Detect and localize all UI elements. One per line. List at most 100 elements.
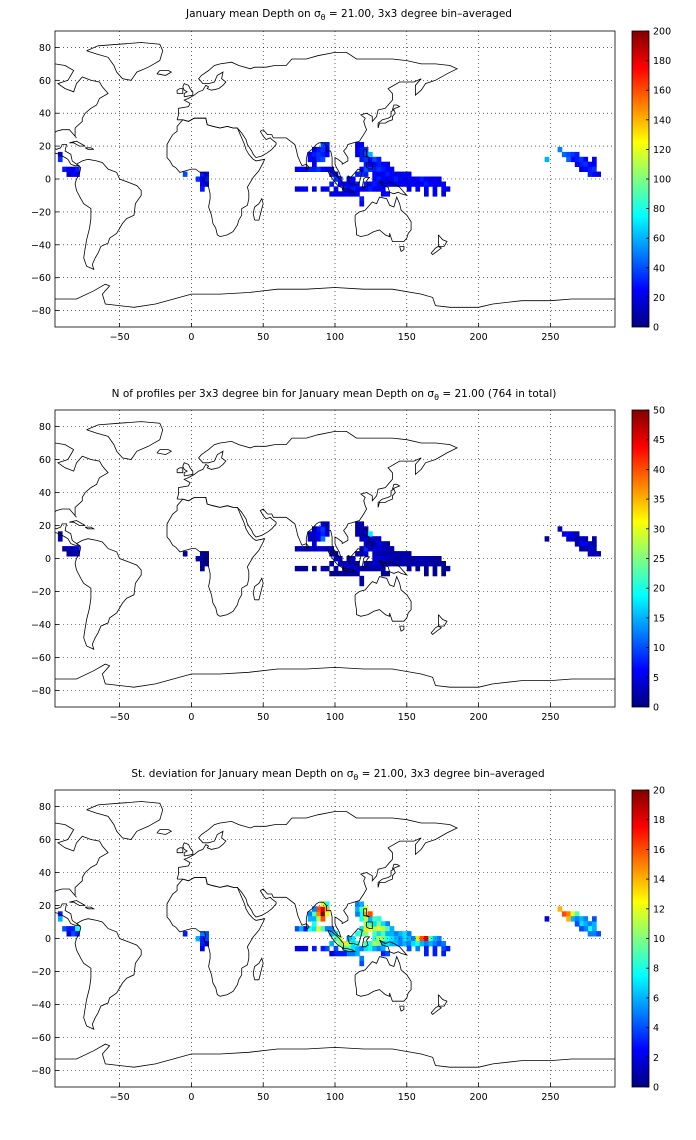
bin-cell (359, 521, 365, 527)
bin-cell (363, 546, 369, 552)
bin-cell (428, 181, 433, 187)
bin-cell (583, 161, 589, 167)
bin-cell (363, 916, 369, 922)
bin-cell (372, 941, 377, 947)
bin-cell (359, 945, 365, 952)
bin-cell (372, 166, 377, 172)
y-tick-label: 0 (45, 554, 51, 565)
bin-cell (312, 921, 317, 927)
bin-cell (312, 186, 317, 192)
bin-cell (195, 176, 201, 182)
y-tick-label: 60 (39, 76, 51, 87)
bin-cell (428, 556, 433, 562)
colorbar-tick-label: 0 (653, 1083, 659, 1094)
bin-cell (204, 551, 209, 557)
bin-cell (402, 171, 408, 177)
bin-cell (415, 181, 421, 187)
bin-cell (380, 181, 386, 187)
bin-cell (406, 931, 412, 937)
bin-cell (441, 565, 446, 572)
bin-cell (70, 166, 76, 172)
bin-cell (385, 570, 390, 577)
bin-cell (359, 156, 365, 163)
bin-cell (389, 171, 395, 177)
bin-cell (432, 941, 438, 947)
bin-cell (329, 561, 334, 567)
bin-cell (368, 186, 373, 192)
bin-cell (424, 176, 429, 182)
x-tick-label: 0 (188, 1092, 194, 1103)
bin-cell (385, 561, 390, 567)
bin-cell (385, 941, 390, 947)
bin-cell (312, 926, 317, 932)
bin-cell (415, 941, 421, 947)
bin-cell (406, 561, 412, 567)
bin-cell (200, 931, 205, 937)
bin-cell (324, 521, 330, 527)
bin-cell (587, 541, 593, 547)
bin-cell (329, 926, 334, 932)
bin-cell (320, 901, 326, 907)
bin-cell (385, 191, 390, 197)
colorbar-tick-label: 14 (653, 875, 665, 886)
bin-cell (380, 945, 386, 952)
colorbar-tick-label: 60 (653, 234, 665, 245)
y-tick-label: −80 (31, 306, 51, 317)
bin-cell (432, 570, 438, 577)
graticule (55, 31, 615, 327)
bin-cell (62, 166, 67, 172)
bin-cell (337, 181, 343, 187)
bin-cell (424, 186, 429, 192)
bin-cell (393, 176, 399, 182)
bin-cell (380, 541, 386, 547)
bin-cell (70, 926, 76, 932)
map-panel-3: St. deviation for January mean Depth on … (31, 768, 665, 1103)
x-tick-label: 200 (470, 1092, 488, 1103)
bin-cell (359, 901, 365, 907)
bin-cell (376, 156, 382, 163)
x-tick-label: 100 (326, 1092, 344, 1103)
bin-cell (376, 176, 382, 182)
bin-cell (376, 166, 382, 172)
bin-cell (561, 911, 567, 917)
bin-cell (380, 931, 386, 937)
bin-cell (57, 156, 63, 163)
bin-cell (419, 181, 425, 187)
bin-cell (57, 536, 63, 542)
bin-cell (204, 556, 209, 562)
bin-cell (307, 531, 313, 537)
bin-cell (355, 945, 360, 952)
bin-cell (402, 931, 408, 937)
bin-cell (329, 950, 334, 957)
bin-cell (432, 186, 438, 192)
bin-cell (372, 561, 377, 567)
bin-cell (200, 551, 205, 557)
bin-cell (380, 546, 386, 552)
bin-cell (574, 531, 580, 537)
colorbar-tick-label: 140 (653, 115, 671, 126)
bin-cell (424, 556, 429, 562)
bin-cell (346, 941, 352, 947)
bin-cell (312, 906, 317, 912)
x-tick-label: 150 (398, 1092, 416, 1103)
bin-cell (424, 945, 429, 952)
colorbar-tick-label: 10 (653, 934, 665, 945)
bin-cell (333, 186, 339, 192)
bin-cell (320, 521, 326, 527)
bin-cell (579, 161, 584, 167)
bin-cell (355, 565, 360, 572)
bin-cell (75, 166, 80, 172)
bin-cell (376, 556, 382, 562)
bin-cell (355, 911, 360, 917)
bin-cell (320, 146, 326, 153)
bin-cell (200, 176, 205, 182)
bin-cell (445, 945, 451, 952)
bin-cell (363, 536, 369, 542)
bin-cell (320, 531, 326, 537)
bin-cell (441, 570, 446, 577)
bin-cell (368, 541, 373, 547)
bin-cell (393, 556, 399, 562)
bin-cell (574, 156, 580, 163)
bin-cell (385, 181, 390, 187)
bin-cell (316, 906, 321, 912)
